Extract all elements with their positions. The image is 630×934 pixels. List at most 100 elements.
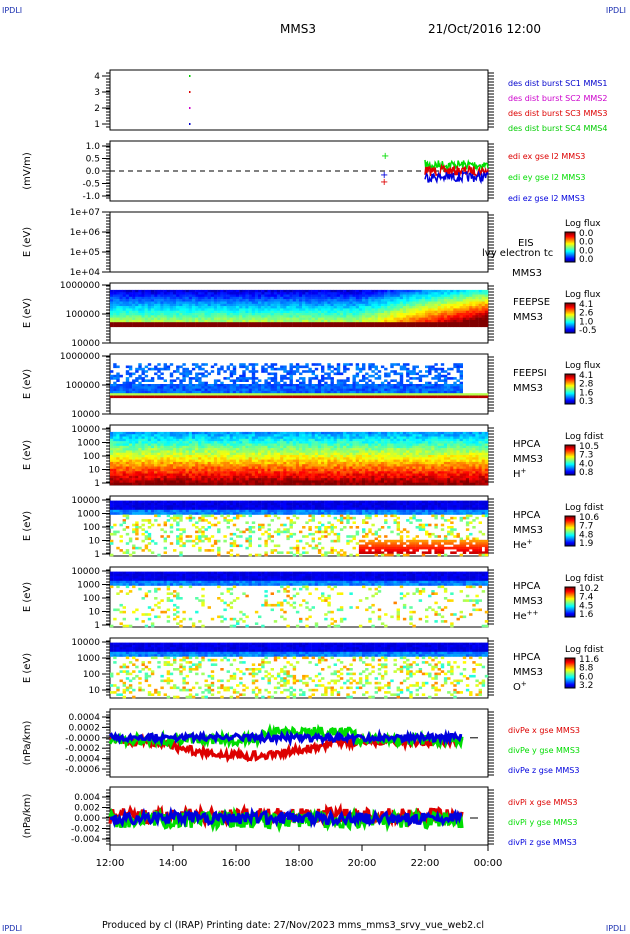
heat-cell [119,450,123,453]
heat-cell [292,292,297,295]
heat-cell [188,388,193,392]
heat-cell [144,475,149,479]
heat-cell [119,292,123,295]
heat-cell [295,459,300,463]
heat-cell [336,299,341,302]
heat-cell [264,301,268,305]
heat-cell [270,464,274,467]
heat-cell [232,455,237,458]
heat-cell [198,322,202,325]
heat-cell [393,395,397,399]
heat-cell [132,431,136,435]
heat-cell [150,299,155,302]
heat-cell [138,303,142,307]
heat-cell [261,386,265,389]
heat-cell [362,296,366,300]
heat-cell [195,377,199,380]
heat-cell [258,310,262,314]
heat-cell [157,464,161,467]
heat-cell [223,370,227,373]
heat-cell [415,393,419,396]
heat-cell [229,482,234,486]
heat-cell [415,386,419,389]
heat-cell [390,292,394,295]
heat-cell [396,296,400,300]
heat-cell [456,299,460,302]
heat-cell [229,471,234,474]
heat-cell [182,471,186,474]
heat-cell [295,457,300,460]
heat-cell [198,395,202,399]
heat-cell [406,292,410,295]
heat-cell [311,431,315,435]
heat-cell [191,384,196,387]
heat-cell [327,445,331,449]
heat-cell [210,434,215,437]
heat-cell [371,310,375,314]
heat-cell [377,301,382,305]
heat-cell [128,319,133,323]
heat-cell [286,292,290,295]
heat-cell [226,301,230,305]
heat-cell [122,448,126,451]
colorbar-cell [565,399,575,401]
heat-cell [198,480,202,483]
heat-cell [201,315,205,318]
heat-cell [204,381,208,385]
heat-cell [261,445,265,449]
heat-cell [273,393,278,396]
heat-cell [321,390,325,394]
heat-cell [242,315,246,318]
heat-cell [213,452,218,456]
heat-cell [358,390,363,394]
heat-cell [223,448,227,451]
heat-cell [223,468,227,472]
heat-cell [195,443,199,447]
heat-cell [453,294,457,298]
heat-cell [368,310,372,314]
heat-cell [481,292,486,295]
heat-cell [368,306,372,309]
heat-cell [119,441,123,444]
heat-cell [207,319,211,323]
heat-cell [456,367,460,371]
heat-cell [302,473,306,477]
heat-cell [286,301,290,305]
heat-cell [305,450,309,453]
heat-cell [450,292,454,295]
heat-cell [283,443,287,447]
legend-entry: des dist burst SC4 MMS4 [508,124,607,133]
heat-cell [371,388,375,392]
heat-cell [132,315,136,318]
heat-cell [217,367,221,371]
heat-cell [239,296,243,300]
heat-cell [324,452,328,456]
heat-cell [355,306,360,309]
heat-cell [157,324,161,328]
heat-cell [447,384,451,387]
heat-cell [399,308,404,311]
heat-cell [160,315,164,318]
heat-cell [286,459,290,463]
heat-cell [384,292,388,295]
heat-cell [346,388,350,392]
heat-cell [220,478,224,481]
heat-cell [258,315,262,318]
heat-cell [377,303,382,307]
heat-cell [365,294,369,298]
heat-cell [270,294,274,298]
heat-cell [443,306,448,309]
heat-cell [144,322,149,325]
heat-cell [135,313,139,316]
heat-cell [236,443,240,447]
heat-cell [239,443,243,447]
heat-cell [302,324,306,328]
heat-cell [273,455,278,458]
heat-cell [198,303,202,307]
heat-cell [163,379,167,382]
heat-cell [128,386,133,389]
heat-cell [289,450,293,453]
heat-cell [179,315,183,318]
heat-cell [289,381,293,385]
heat-cell [336,480,341,483]
